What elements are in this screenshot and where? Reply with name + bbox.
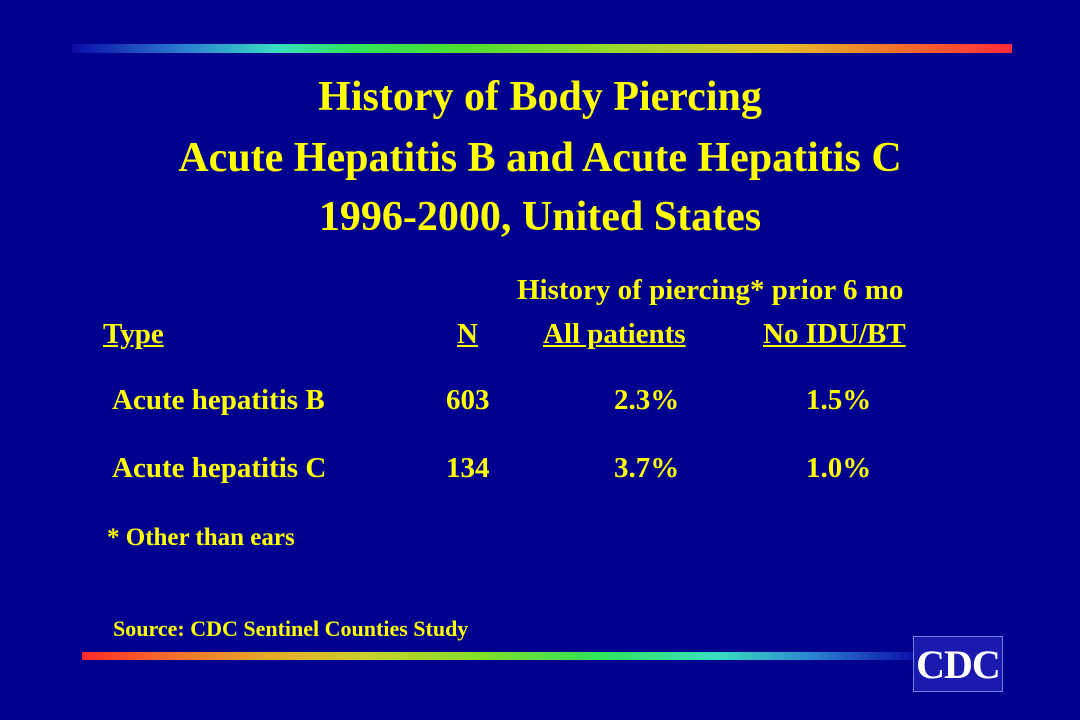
row-no-idu-bt: 1.0% <box>806 452 872 484</box>
row-all-patients: 2.3% <box>614 384 680 416</box>
bottom-gradient-bar <box>82 652 917 660</box>
row-type: Acute hepatitis C <box>112 452 327 484</box>
row-n: 603 <box>446 384 490 416</box>
header-all-patients: All patients <box>543 318 686 350</box>
row-no-idu-bt: 1.5% <box>806 384 872 416</box>
table-caption: History of piercing* prior 6 mo <box>517 274 904 306</box>
title-line-2: Acute Hepatitis B and Acute Hepatitis C <box>178 135 902 181</box>
header-type: Type <box>103 318 164 350</box>
row-all-patients: 3.7% <box>614 452 680 484</box>
cdc-logo: CDC <box>913 636 1003 692</box>
title-line-3: 1996-2000, United States <box>318 194 762 240</box>
cdc-logo-text: CDC <box>916 641 1001 687</box>
source-note: Source: CDC Sentinel Counties Study <box>113 616 469 641</box>
row-type: Acute hepatitis B <box>112 384 325 416</box>
title-line-1: History of Body Piercing <box>318 74 762 120</box>
header-n: N <box>457 318 478 350</box>
header-no-idu-bt: No IDU/BT <box>763 318 906 350</box>
row-n: 134 <box>446 452 490 484</box>
footnote: * Other than ears <box>107 524 295 551</box>
top-gradient-bar <box>72 44 1012 53</box>
